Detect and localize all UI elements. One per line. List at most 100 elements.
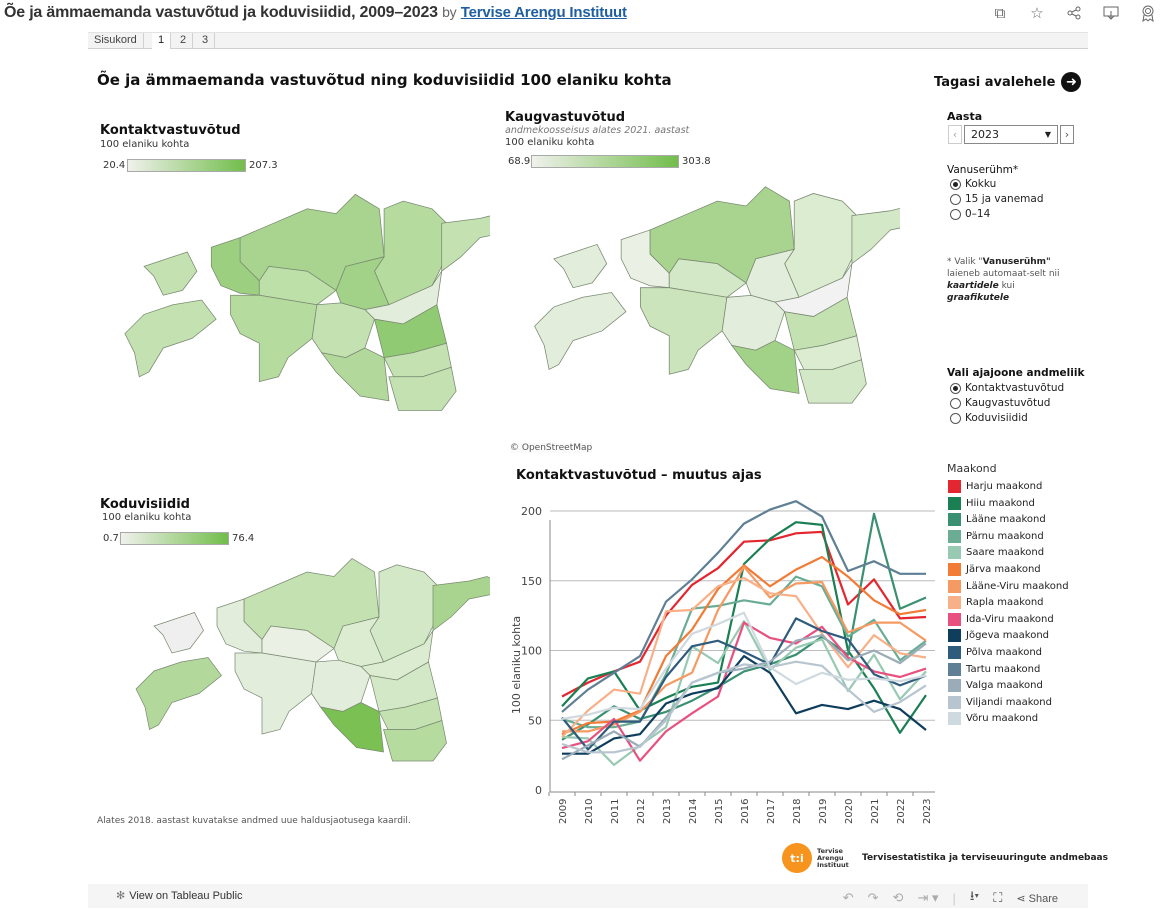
- back-to-home-link[interactable]: Tagasi avalehele ➜: [934, 72, 1082, 92]
- legend-item[interactable]: Ida-Viru maakond: [948, 612, 1054, 626]
- age-option-kokku[interactable]: Kokku: [950, 178, 996, 190]
- radio-selected-icon[interactable]: [950, 382, 961, 394]
- radio-icon[interactable]: [950, 208, 961, 220]
- region-hiiu[interactable]: [553, 243, 608, 289]
- legend-item[interactable]: Lääne-Viru maakond: [948, 579, 1069, 593]
- legend-swatch: [948, 563, 961, 576]
- legend-label: Lääne-Viru maakond: [966, 580, 1069, 592]
- line-chart[interactable]: 0 50 100 150 200 100 elaniku kohta 2009 2010 201…: [500, 490, 940, 830]
- age-option-15plus[interactable]: 15 ja vanemad: [950, 193, 1043, 205]
- legend-item[interactable]: Võru maakond: [948, 712, 1038, 726]
- legend-item[interactable]: Lääne maakond: [948, 513, 1046, 527]
- region-ida-viru[interactable]: [432, 576, 490, 632]
- redo-icon[interactable]: ↷: [867, 890, 879, 905]
- year-dropdown[interactable]: 2023 ▼: [964, 125, 1058, 144]
- revert-icon[interactable]: ⟲: [892, 890, 904, 905]
- region-ida-viru[interactable]: [851, 206, 900, 265]
- age-option-label: Kokku: [965, 178, 997, 190]
- series-line-võru-maakond[interactable]: [561, 611, 927, 720]
- tab-2[interactable]: 2: [174, 33, 194, 49]
- award-icon[interactable]: [1139, 4, 1157, 22]
- measure-option-contact[interactable]: Kontaktvastuvõtud: [950, 382, 1064, 394]
- legend-label: Ida-Viru maakond: [966, 613, 1054, 625]
- prev-year-button[interactable]: ‹: [948, 125, 962, 144]
- region-saare[interactable]: [534, 292, 627, 370]
- region-saare[interactable]: [124, 299, 217, 378]
- share-label: Share: [1028, 892, 1058, 905]
- region-valga[interactable]: [320, 347, 390, 402]
- star-icon[interactable]: ☆: [1030, 4, 1044, 22]
- year-value: 2023: [971, 128, 999, 141]
- next-year-button[interactable]: ›: [1060, 125, 1074, 144]
- region-parnu[interactable]: [230, 294, 318, 383]
- series-line-lääne-maakond[interactable]: [561, 512, 927, 741]
- home-map[interactable]: [115, 545, 490, 770]
- legend-swatch: [948, 712, 961, 726]
- copy-icon[interactable]: ⧉: [994, 4, 1006, 22]
- author-link[interactable]: Tervise Arengu Instituut: [460, 4, 627, 21]
- x-tick-label: 2011: [610, 799, 621, 824]
- region-valga[interactable]: [730, 340, 800, 394]
- region-voru[interactable]: [798, 359, 867, 404]
- measure-option-remote[interactable]: Kaugvastuvõtud: [950, 397, 1050, 409]
- radio-icon[interactable]: [950, 397, 961, 409]
- legend-label: Jõgeva maakond: [966, 630, 1050, 642]
- age-option-0-14[interactable]: 0–14: [950, 208, 990, 220]
- legend-item[interactable]: Rapla maakond: [948, 596, 1044, 610]
- series-line-valga-maakond[interactable]: [561, 634, 927, 761]
- region-voru[interactable]: [383, 720, 447, 762]
- view-on-tableau-link[interactable]: ✻ View on Tableau Public: [116, 889, 243, 903]
- series-line-saare-maakond[interactable]: [561, 620, 927, 766]
- series-line-hiiu-maakond[interactable]: [561, 521, 927, 734]
- legend-label: Järva maakond: [966, 564, 1041, 575]
- share-icon[interactable]: [1065, 4, 1083, 22]
- tab-1[interactable]: 1: [152, 33, 172, 49]
- x-tick-label: 2021: [870, 799, 881, 824]
- legend-item[interactable]: Harju maakond: [948, 480, 1042, 493]
- series-line-järva-maakond[interactable]: [561, 555, 927, 736]
- undo-icon[interactable]: ↶: [842, 890, 854, 905]
- back-link-label: Tagasi avalehele: [934, 74, 1056, 90]
- radio-selected-icon[interactable]: [950, 178, 961, 190]
- legend-item[interactable]: Viljandi maakond: [948, 695, 1052, 709]
- x-tick-label: 2023: [922, 799, 933, 824]
- legend-item[interactable]: Jõgeva maakond: [948, 629, 1050, 643]
- legend-item[interactable]: Hiiu maakond: [948, 496, 1035, 510]
- download-icon[interactable]: ⭳▾: [969, 888, 980, 903]
- series-line-lääne-viru-maakond[interactable]: [562, 565, 927, 733]
- legend-item[interactable]: Valga maakond: [948, 679, 1043, 693]
- refresh-icon[interactable]: ⇥ ▾: [917, 890, 939, 905]
- radio-icon[interactable]: [950, 412, 961, 424]
- region-saare[interactable]: [135, 657, 222, 731]
- legend-item[interactable]: Põlva maakond: [948, 646, 1042, 659]
- region-ida-viru[interactable]: [441, 214, 490, 272]
- series-line-rapla-maakond[interactable]: [561, 576, 927, 738]
- legend-item[interactable]: Järva maakond: [948, 563, 1041, 576]
- tab-3[interactable]: 3: [196, 33, 216, 49]
- tab-sisukord[interactable]: Sisukord: [88, 33, 144, 49]
- x-tick-label: 2017: [766, 799, 777, 824]
- region-valga[interactable]: [319, 702, 384, 753]
- region-hiiu[interactable]: [143, 251, 198, 296]
- series-line-põlva-maakond[interactable]: [561, 617, 927, 751]
- legend-item[interactable]: Tartu maakond: [948, 662, 1040, 676]
- legend-label: Hiiu maakond: [966, 497, 1035, 509]
- legend-item[interactable]: Pärnu maakond: [948, 529, 1044, 543]
- region-parnu[interactable]: [234, 652, 317, 735]
- region-voru[interactable]: [388, 366, 457, 411]
- download-icon[interactable]: [1102, 4, 1120, 22]
- contact-map[interactable]: [115, 180, 490, 420]
- series-line-viljandi-maakond[interactable]: [561, 660, 927, 754]
- fullscreen-icon[interactable]: ⛶: [993, 890, 1003, 905]
- remote-legend-min: 68.9: [508, 156, 531, 167]
- measure-option-home[interactable]: Koduvisiidid: [950, 412, 1028, 424]
- share-button[interactable]: ⋖ Share: [1016, 892, 1058, 905]
- remote-map[interactable]: [525, 170, 900, 415]
- series-line-tartu-maakond[interactable]: [561, 500, 926, 713]
- region-parnu[interactable]: [640, 287, 728, 375]
- series-line-ida-viru-maakond[interactable]: [561, 621, 927, 762]
- radio-icon[interactable]: [950, 193, 961, 205]
- legend-item[interactable]: Saare maakond: [948, 546, 1044, 560]
- region-hiiu[interactable]: [153, 612, 204, 654]
- osm-attribution[interactable]: © OpenStreetMap: [510, 443, 593, 453]
